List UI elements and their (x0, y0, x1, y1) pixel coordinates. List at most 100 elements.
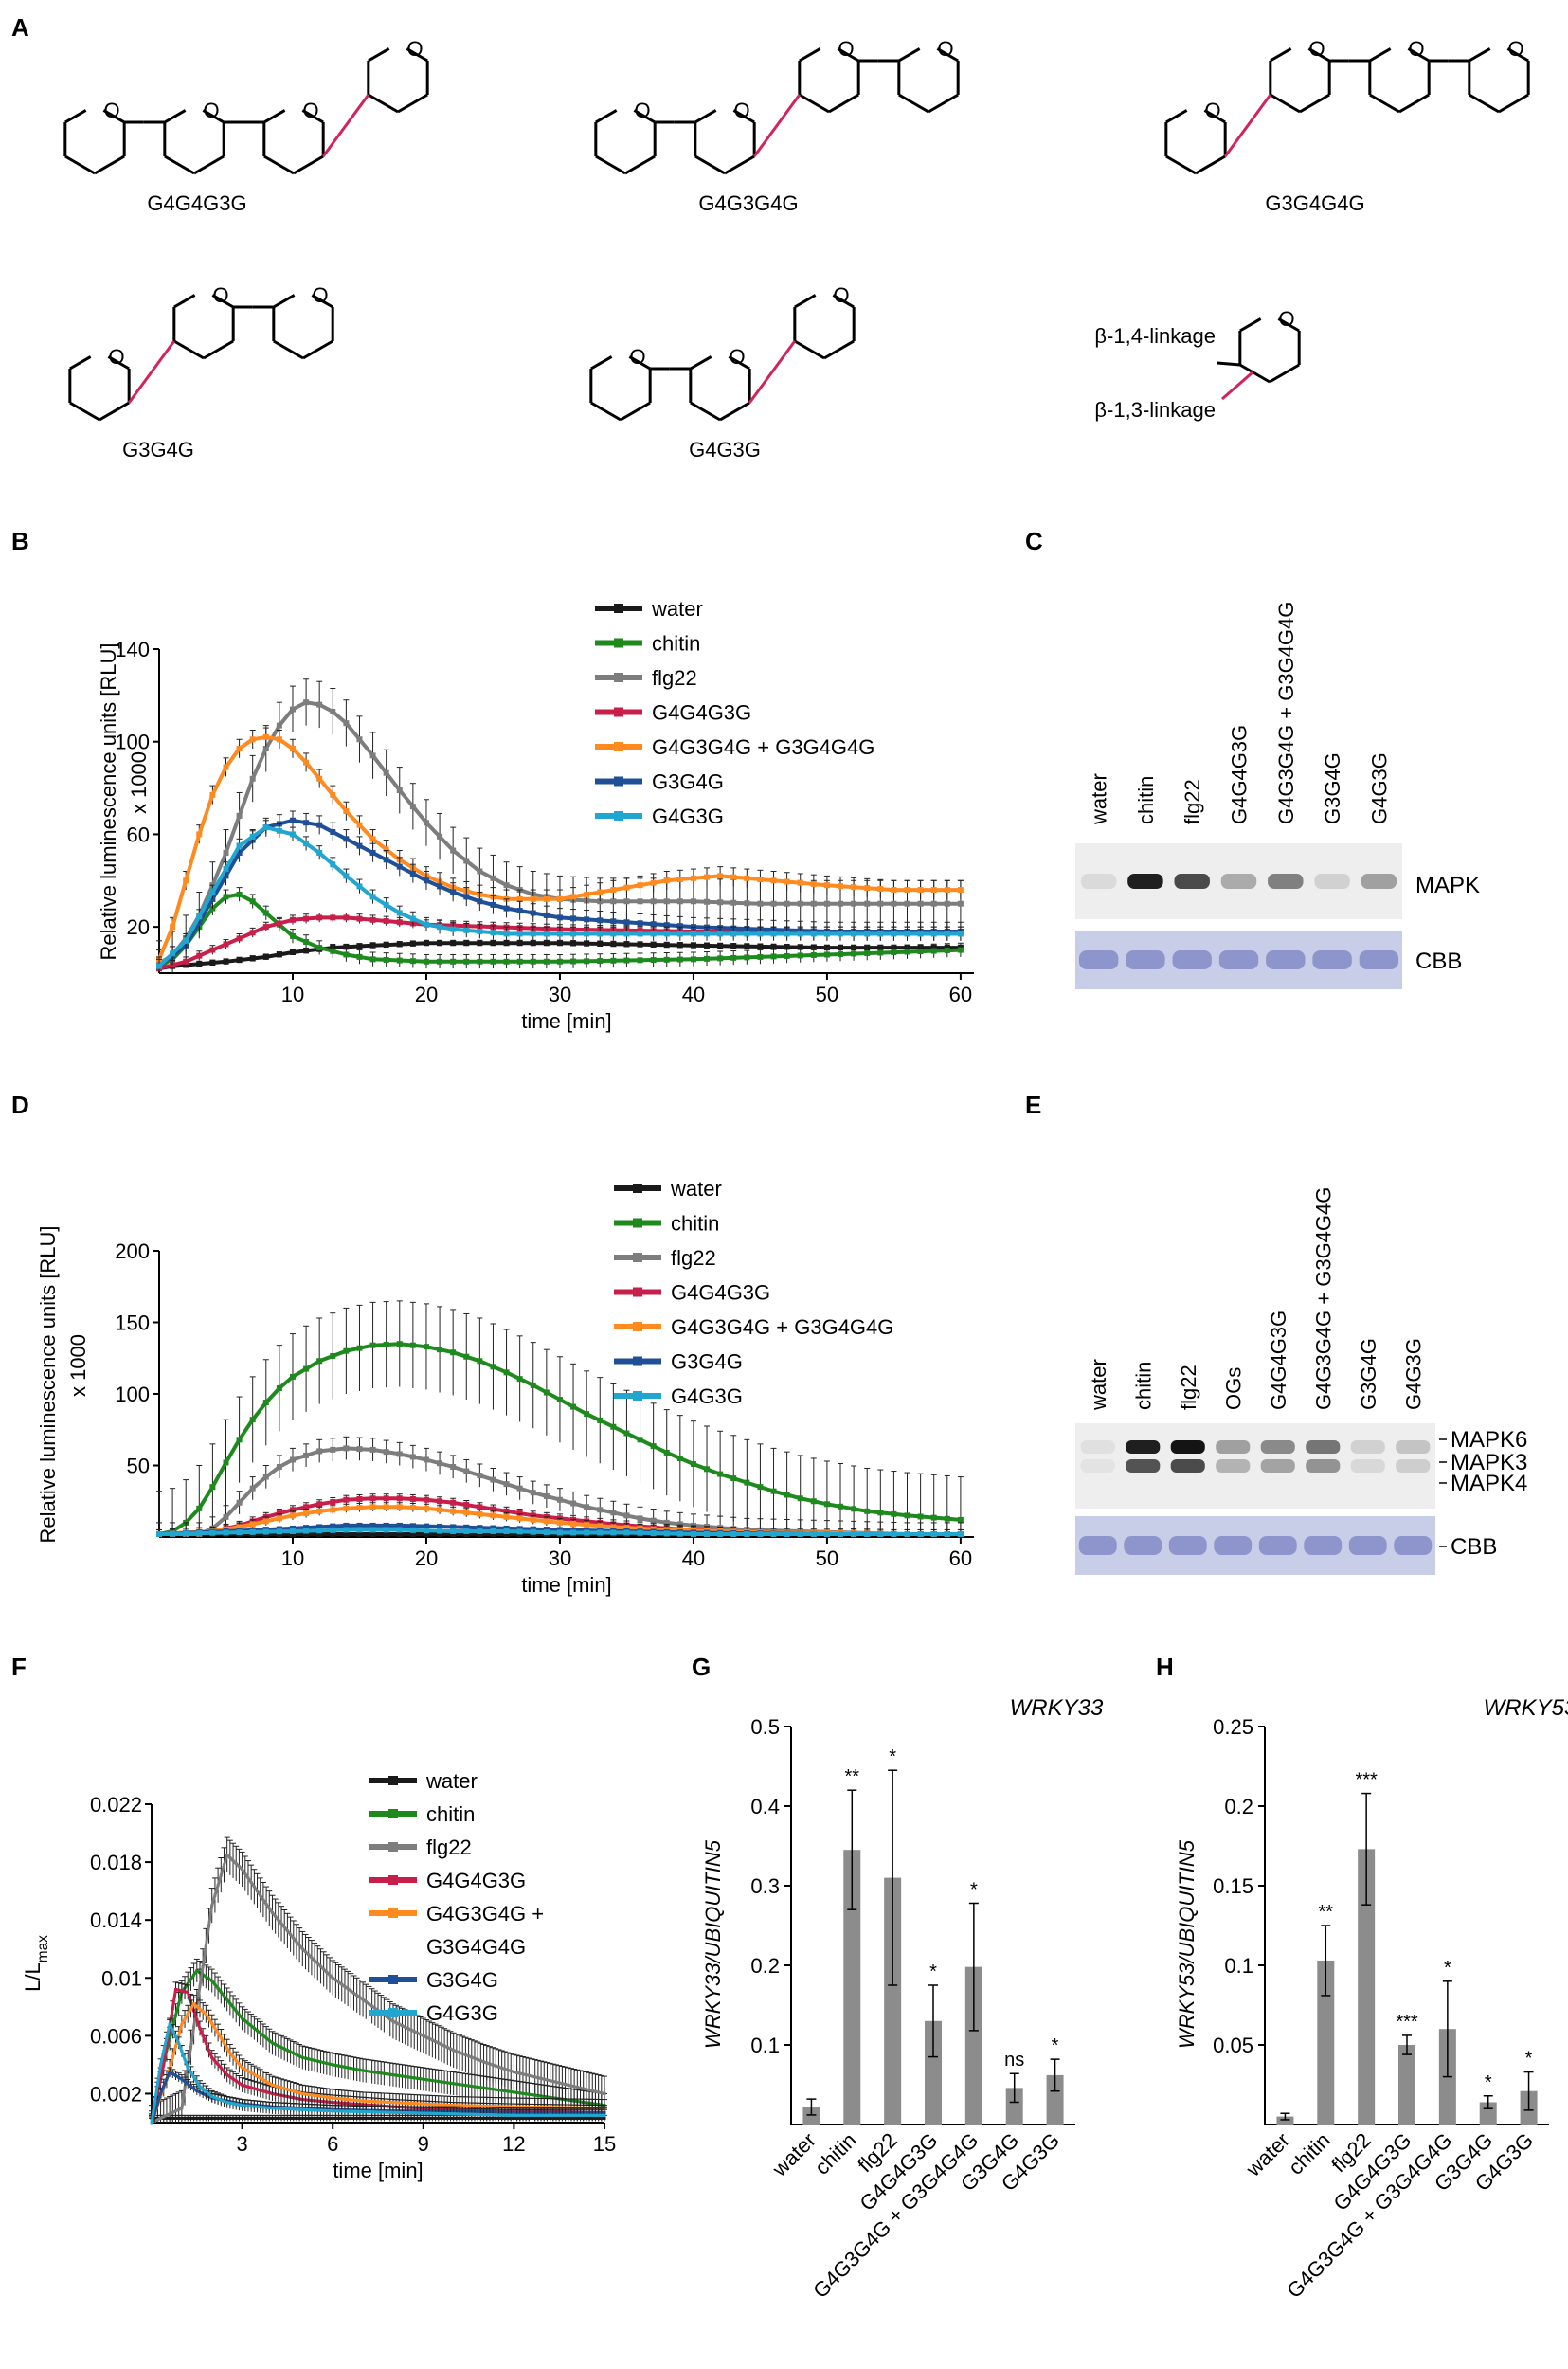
panel-letter-h: H (1156, 1653, 1174, 1681)
x-tick-label: 9 (418, 2132, 429, 2156)
legend-marker (633, 1287, 642, 1297)
ring-bond (837, 47, 859, 63)
ring-bond (1165, 154, 1197, 175)
ring-bond (1165, 109, 1188, 124)
ring-bond (164, 109, 187, 124)
ring-bond (1277, 317, 1300, 333)
y-tick-label: 200 (115, 1239, 150, 1263)
y-tick-label: 0.018 (90, 1851, 142, 1874)
y-tick-label: 150 (115, 1311, 150, 1335)
legend-marker (633, 1356, 642, 1366)
x-tick-label: 60 (949, 983, 972, 1006)
legend-label: chitin (652, 632, 700, 656)
legend-label: G4G4G3G (652, 701, 751, 725)
y-axis-label-unit: x 1000 (127, 751, 151, 814)
ring-oxygen-label: O (733, 99, 749, 122)
ring-oxygen-label: O (302, 99, 318, 122)
ring-oxygen-label: O (629, 345, 645, 369)
ring-oxygen-label: O (838, 37, 854, 61)
y-tick-label: 0.006 (90, 2024, 142, 2048)
ring-oxygen-label: O (1408, 37, 1424, 61)
legend-b14-linkage: β-1,4-linkage (1094, 324, 1216, 348)
sugar-ring: O (694, 99, 756, 175)
ring-bond (1270, 93, 1301, 114)
series-flg22 (156, 1436, 964, 1537)
ring-bond (595, 154, 626, 175)
ring-bond (590, 355, 613, 371)
y-tick-label: 20 (127, 915, 150, 939)
series-chitin (156, 1300, 964, 1537)
ring-oxygen-label: O (833, 283, 849, 307)
legend-marker (633, 1218, 642, 1228)
panel-letter-f: F (11, 1653, 27, 1681)
ring-bond (293, 154, 324, 175)
data-point (957, 1530, 964, 1537)
ring-bond (1469, 47, 1491, 63)
y-tick-label: 100 (115, 731, 150, 754)
ring-bond (102, 109, 125, 124)
x-axis-label: time [min] (333, 2159, 423, 2182)
ring-bond (799, 47, 821, 63)
ring-bond (620, 401, 651, 422)
x-tick-label: 40 (682, 983, 705, 1006)
legend-marker (633, 1391, 642, 1401)
ring-oxygen-label: O (103, 99, 119, 122)
y-tick-label: 50 (127, 1455, 150, 1478)
sugar-ring: O (163, 99, 225, 175)
legend-label: G4G4G3G (671, 1281, 770, 1305)
beta13-linkage-bond (127, 340, 176, 404)
x-tick-label: 40 (682, 1546, 705, 1570)
legend-marker (614, 776, 623, 787)
ring-bond (828, 93, 859, 114)
series-line (151, 1854, 605, 2125)
y-tick-label: 100 (115, 1383, 150, 1406)
x-tick-label: 6 (327, 2132, 338, 2156)
data-point (957, 887, 964, 894)
series-line (150, 1988, 605, 2124)
ring-bond (628, 355, 651, 371)
ring-bond (898, 93, 929, 114)
sugar-ring: O (367, 37, 429, 114)
legend: water chitin flg22 G4G4G3G G4G3G4G + G3G4G4G… (614, 1177, 893, 1408)
ring-oxygen-label: O (729, 345, 745, 369)
x-tick-label: 20 (415, 983, 438, 1006)
ring-oxygen-label: O (1308, 37, 1325, 61)
ring-bond (94, 154, 125, 175)
legend-marker (614, 811, 623, 821)
sugar-ring: O (689, 345, 751, 422)
y-axis-label-unit: x 1000 (66, 1334, 90, 1397)
series-line (157, 825, 961, 968)
ring-bond (203, 339, 234, 360)
legend-label: water (651, 597, 703, 621)
x-tick-label: 12 (502, 2132, 525, 2156)
legend-marker (633, 1322, 642, 1331)
y-tick-label: 60 (127, 823, 150, 846)
ring-bond (107, 355, 130, 371)
ring-oxygen-label: O (937, 37, 953, 61)
ring-bond (1299, 93, 1330, 114)
x-tick-label: 10 (281, 983, 304, 1006)
legend-beta14-bond (1217, 361, 1240, 367)
x-tick-label: 50 (816, 1546, 838, 1570)
ring-bond (69, 355, 92, 371)
ring-bond (690, 355, 712, 371)
y-tick-label: 140 (115, 638, 150, 661)
ring-bond (690, 401, 721, 422)
sugar-ring: O (172, 283, 235, 360)
legend-label: G4G3G4G + G3G4G4G (652, 735, 874, 759)
panel-letters: A B C D E F G H (11, 13, 1174, 1681)
y-axis-label: L/Lmax (21, 1935, 51, 1992)
ring-bond (633, 109, 656, 124)
ring-oxygen-label: O (203, 99, 219, 122)
y-axis-label: Relative luminescence units [RLU] (97, 642, 120, 960)
ring-bond (624, 154, 656, 175)
legend-label: flg22 (671, 1246, 716, 1270)
beta13-linkage-bond (752, 94, 802, 157)
series-line (158, 1342, 962, 1536)
ring-bond (694, 154, 726, 175)
ring-bond (694, 109, 717, 124)
x-tick-label: 50 (816, 983, 838, 1006)
series-line (157, 700, 961, 966)
ring-oxygen-label: O (1507, 37, 1523, 61)
ring-bond (263, 109, 286, 124)
